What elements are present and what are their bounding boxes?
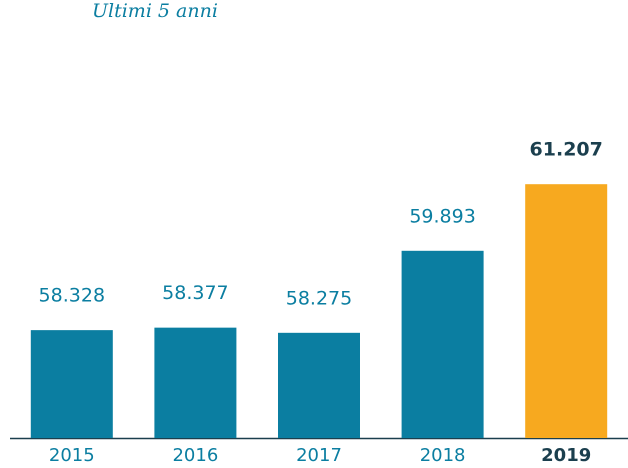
bar	[525, 184, 608, 438]
bar	[30, 330, 113, 438]
bar	[154, 327, 237, 438]
bar	[401, 250, 484, 438]
x-tick-label: 2016	[172, 445, 218, 466]
value-label: 58.377	[162, 282, 228, 304]
x-tick-label: 2017	[296, 445, 342, 466]
bar	[278, 332, 360, 438]
x-tick-label: 2018	[420, 445, 466, 466]
chart-title: Ultimi 5 anni	[92, 0, 218, 22]
value-label: 59.893	[409, 205, 475, 227]
value-label: 58.275	[286, 287, 352, 309]
x-tick-label: 2019	[541, 445, 591, 466]
x-tick-label: 2015	[49, 445, 95, 466]
value-label: 61.207	[530, 139, 603, 161]
value-label: 58.328	[39, 285, 105, 307]
